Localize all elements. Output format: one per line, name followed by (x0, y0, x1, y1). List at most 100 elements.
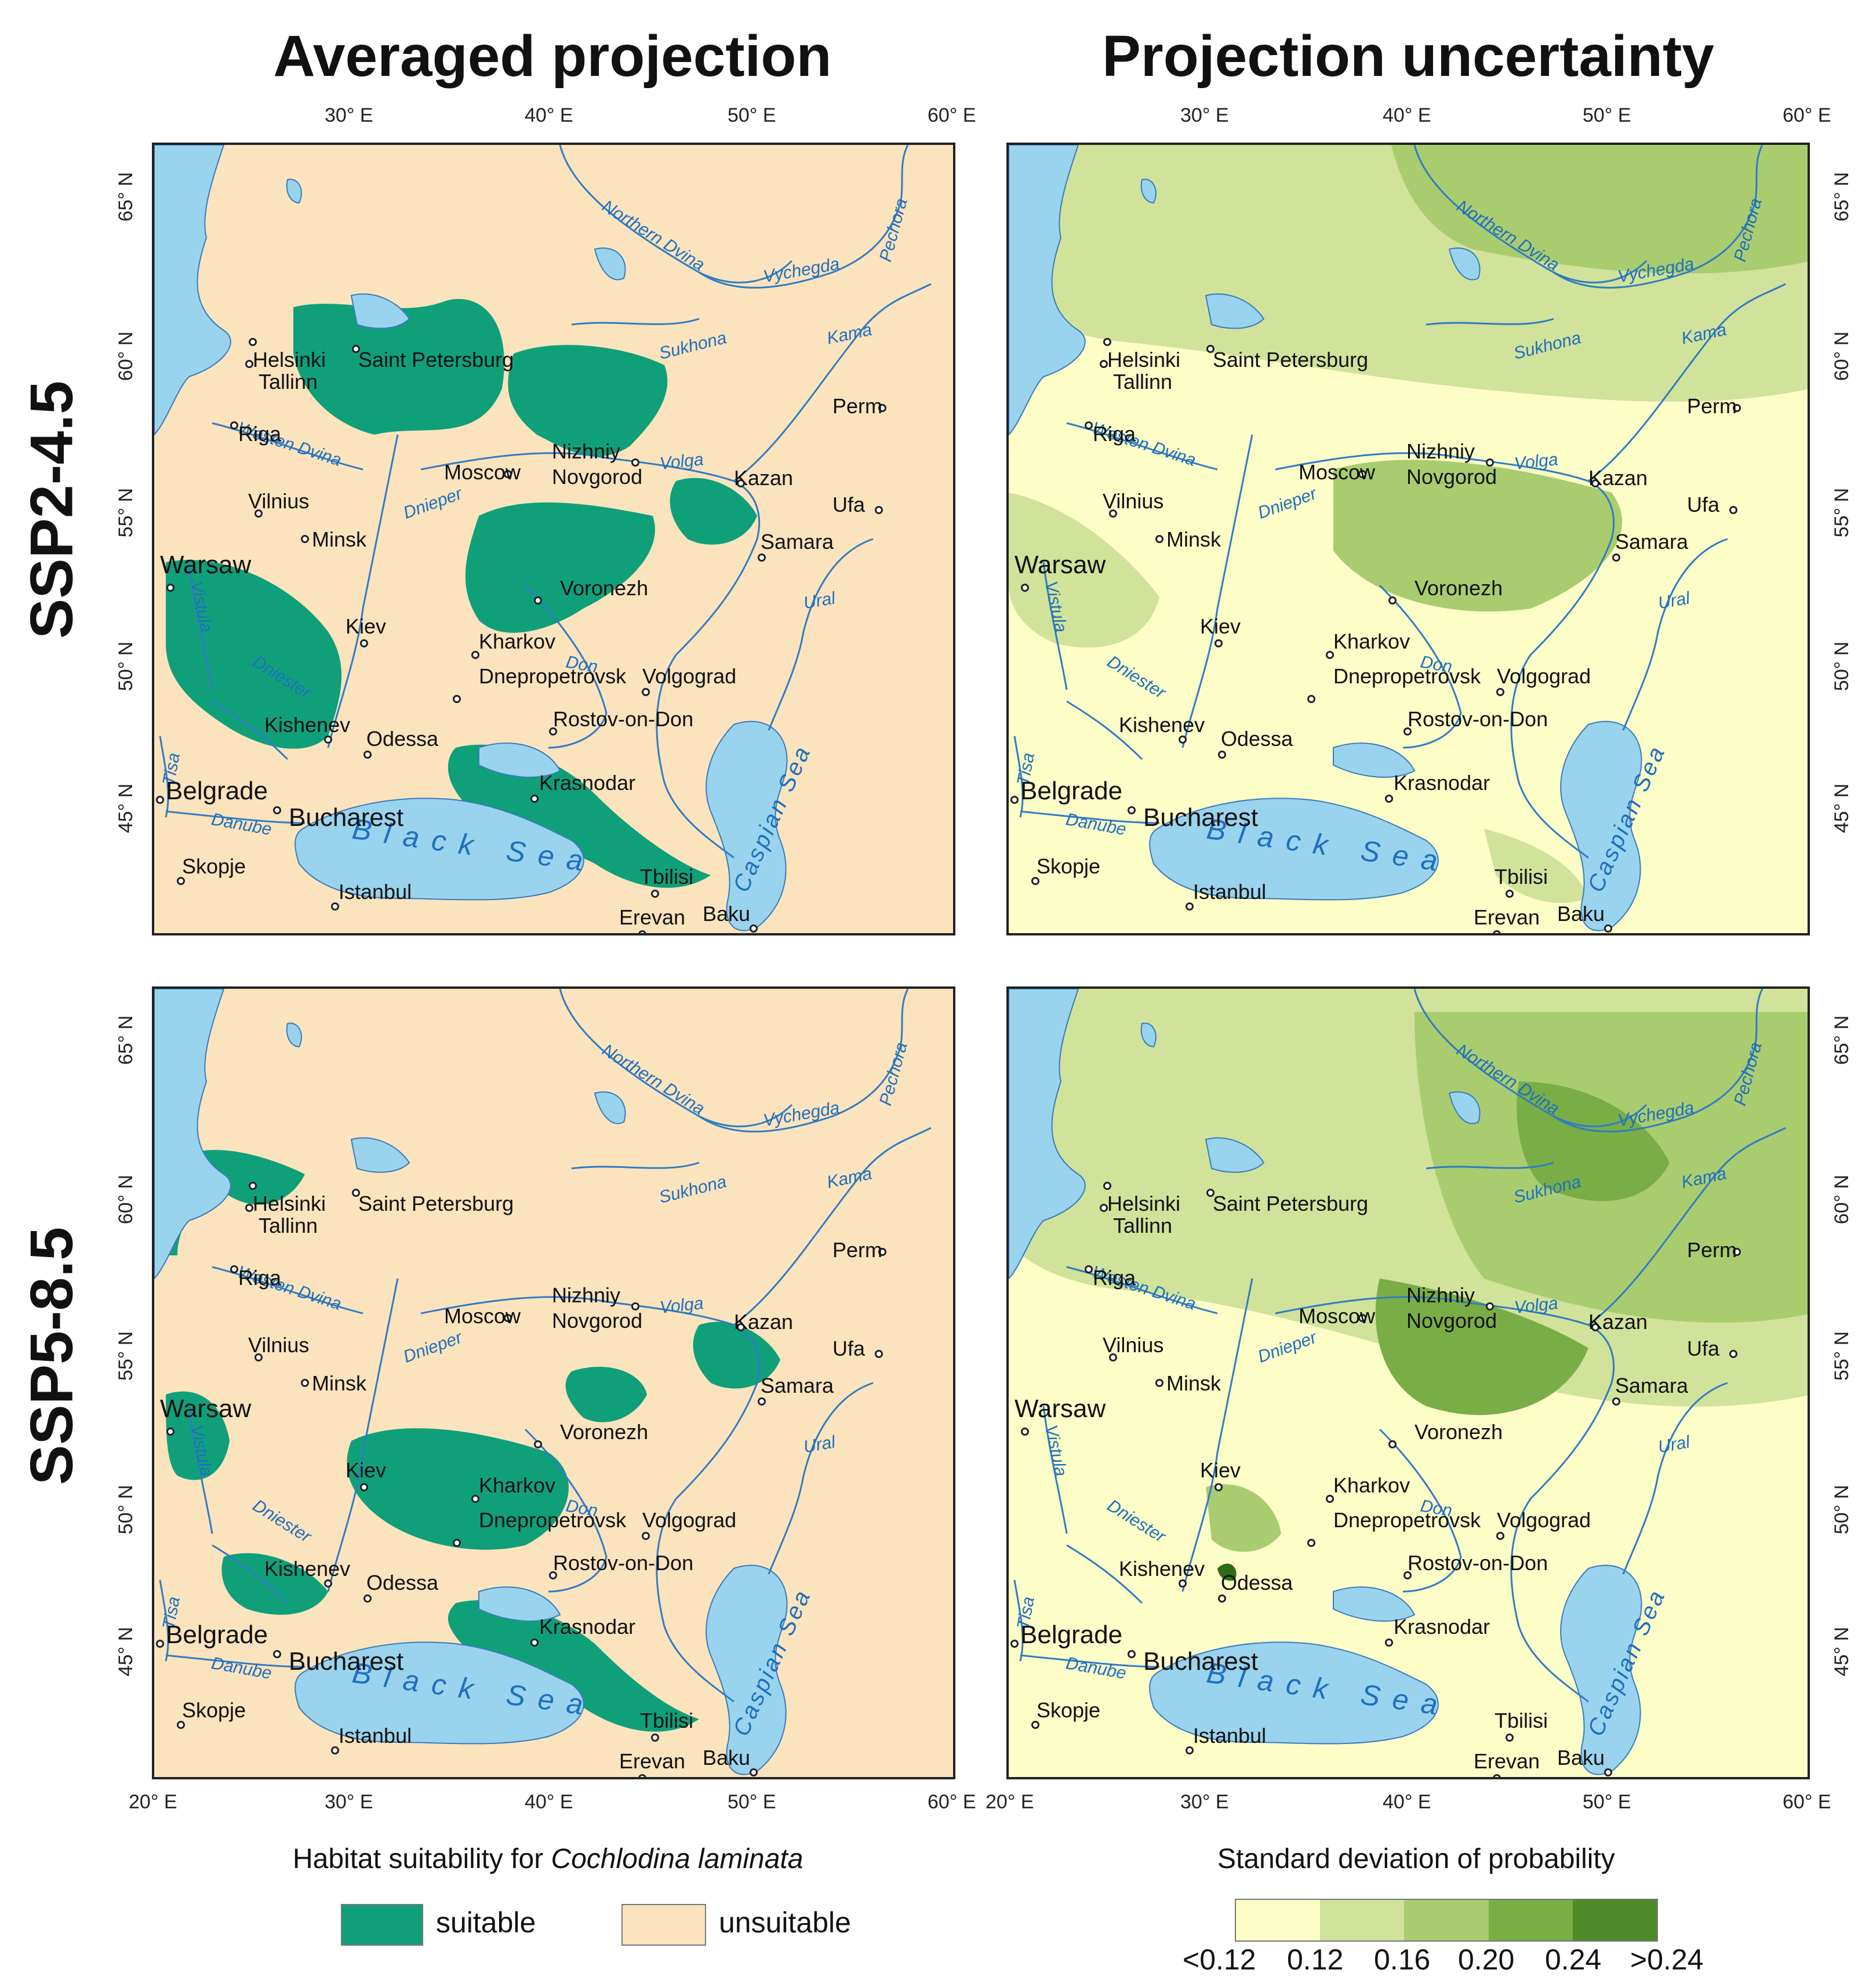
river-line (1181, 1278, 1253, 1592)
suitable-area (465, 502, 655, 633)
city-marker-vilnius (1109, 509, 1117, 518)
lon-tick-40-top-right: 40° E (1383, 104, 1431, 126)
city-marker-perm (878, 1248, 886, 1256)
city-label-samara: Samara (1615, 530, 1689, 554)
river-line (1013, 1579, 1024, 1662)
city-marker-istanbul (331, 902, 339, 911)
column-title-averaged: Averaged projection (273, 24, 832, 89)
black-sea (1149, 1641, 1439, 1745)
river-line (559, 989, 793, 1127)
city-label-novgorod: Novgorod (552, 465, 643, 489)
city-marker-voronezh (534, 596, 542, 605)
city-label-dnepropetrovsk: Dnepropetrovsk (1333, 664, 1481, 688)
baltic-sea (1009, 145, 1086, 436)
city-label-bucharest: Bucharest (1143, 1647, 1259, 1676)
city-marker-skopje (1031, 1721, 1039, 1729)
city-label-helsinki: Helsinki (1107, 348, 1181, 372)
city-marker-moscow (504, 1314, 512, 1322)
river-line (571, 1162, 700, 1170)
city-label-kishenev: Kishenev (1119, 713, 1205, 737)
city-marker-warsaw (166, 584, 174, 592)
lat-tick-65-bottom-right: 65° N (1831, 1015, 1853, 1065)
city-marker-tbilisi (651, 890, 659, 898)
city-label-kiev: Kiev (1200, 614, 1241, 638)
gulf-of-finland (350, 1137, 410, 1173)
city-label-erevan: Erevan (1474, 1749, 1540, 1773)
river-line (212, 700, 289, 760)
city-marker-vilnius (1109, 1353, 1117, 1361)
lat-tick-45-top-right: 45° N (1831, 783, 1853, 833)
city-label-riga: Riga (1093, 422, 1136, 446)
city-marker-kishenev (1179, 736, 1187, 744)
lat-tick-50-bottom-right: 50° N (1831, 1484, 1853, 1535)
city-label-krasnodar: Krasnodar (539, 1615, 636, 1639)
lat-tick-45-bottom-right: 45° N (1831, 1626, 1853, 1677)
uncertainty-area (1009, 493, 1159, 648)
city-label-baku: Baku (703, 902, 751, 926)
river-line (699, 214, 897, 289)
baltic-sea (1009, 989, 1086, 1280)
city-label-baku: Baku (1557, 902, 1605, 926)
river-line (1042, 562, 1068, 690)
city-marker-kharkov (471, 1495, 479, 1503)
city-marker-moscow (1358, 470, 1366, 478)
city-marker-dnepropetrovsk (1307, 695, 1315, 703)
river-line (212, 422, 363, 471)
city-marker-vilnius (254, 1353, 263, 1361)
city-marker-belgrade (156, 1640, 164, 1648)
city-label-krasnodar: Krasnodar (1394, 771, 1490, 795)
city-label-kharkov: Kharkov (479, 1473, 556, 1497)
city-label-erevan: Erevan (1474, 905, 1540, 929)
city-label-tallinn: Tallinn (1113, 370, 1173, 394)
suitable-area (448, 1600, 699, 1732)
city-marker-volgograd (1496, 688, 1504, 696)
city-label-skopje: Skopje (182, 854, 246, 878)
city-marker-volgograd (642, 688, 650, 696)
city-label-saint_petersburg: Saint Petersburg (358, 348, 514, 372)
city-marker-odessa (1218, 751, 1226, 759)
city-marker-istanbul (331, 1746, 339, 1754)
river-line (895, 989, 909, 1059)
city-marker-saint_petersburg (1206, 1189, 1215, 1197)
lon-tick-40-bottom-right: 40° E (1383, 1791, 1431, 1813)
river-line (1066, 1266, 1218, 1315)
lon-tick-50-bottom-right: 50° E (1583, 1791, 1631, 1813)
legend-sd-label-012: 0.12 (1287, 1943, 1344, 1976)
river-line (1379, 1428, 1462, 1593)
city-marker-samara (758, 554, 766, 562)
city-marker-erevan (638, 1774, 646, 1777)
city-marker-moscow (1358, 1314, 1366, 1322)
river-line (1066, 422, 1218, 471)
city-marker-dnepropetrovsk (453, 695, 461, 703)
city-marker-kishenev (324, 1579, 332, 1588)
river-line (1020, 810, 1160, 824)
legend-sd-label-024: 0.24 (1545, 1943, 1602, 1976)
river-line (1066, 1544, 1143, 1604)
city-marker-dnepropetrovsk (453, 1539, 461, 1547)
city-label-riga: Riga (1093, 1266, 1136, 1290)
city-label-kazan: Kazan (1588, 1310, 1648, 1334)
city-marker-minsk (301, 1379, 309, 1387)
city-marker-skopje (1031, 877, 1039, 885)
city-label-warsaw: Warsaw (1015, 551, 1106, 579)
river-line (768, 538, 874, 731)
city-marker-perm (1733, 404, 1741, 412)
lon-tick-30-bottom-right: 30° E (1180, 1791, 1229, 1813)
city-label-voronezh: Voronezh (1415, 576, 1503, 600)
row-title-ssp585: SSP5-8.5 (18, 1226, 86, 1485)
city-label-odessa: Odessa (1221, 1571, 1293, 1594)
city-marker-krasnodar (1385, 795, 1393, 803)
city-marker-kiev (1215, 639, 1223, 647)
city-label-minsk: Minsk (312, 1371, 367, 1395)
p2-svg (154, 989, 953, 1777)
city-marker-samara (1612, 1397, 1620, 1406)
city-marker-riga (230, 421, 238, 429)
river-line (733, 1127, 932, 1326)
city-marker-samara (758, 1397, 766, 1406)
lat-tick-60-top-left: 60° N (115, 331, 137, 381)
legend-sd-label-016: 0.16 (1374, 1943, 1431, 1976)
legend-sd-label-lt012: <0.12 (1183, 1943, 1256, 1976)
city-label-vilnius: Vilnius (248, 1333, 310, 1357)
river-line (1553, 1058, 1752, 1133)
city-marker-kishenev (1179, 1579, 1187, 1588)
